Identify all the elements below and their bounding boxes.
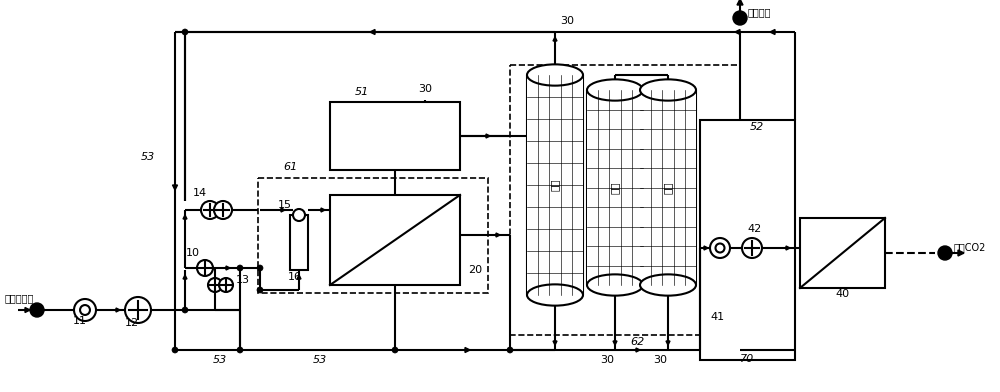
Circle shape — [507, 347, 513, 353]
Text: 30: 30 — [653, 355, 667, 365]
Text: 热脱: 热脱 — [610, 181, 620, 194]
Text: 41: 41 — [710, 312, 724, 322]
Polygon shape — [281, 208, 285, 212]
Text: 10: 10 — [186, 248, 200, 258]
Circle shape — [938, 246, 952, 260]
Polygon shape — [116, 308, 120, 312]
Text: 51: 51 — [355, 87, 369, 97]
Text: 42: 42 — [747, 224, 761, 234]
Bar — [640, 90, 696, 285]
Ellipse shape — [527, 284, 583, 306]
Circle shape — [182, 29, 188, 35]
Polygon shape — [173, 185, 178, 190]
Circle shape — [733, 11, 747, 25]
Circle shape — [182, 307, 188, 313]
Ellipse shape — [527, 64, 583, 85]
Bar — [258, 178, 488, 293]
Polygon shape — [486, 134, 490, 138]
Text: 30: 30 — [418, 84, 432, 94]
Text: 61: 61 — [283, 162, 297, 172]
Polygon shape — [183, 275, 187, 279]
Ellipse shape — [640, 274, 696, 296]
Text: 12: 12 — [125, 318, 139, 328]
Text: 15: 15 — [278, 200, 292, 210]
Text: 52: 52 — [750, 122, 764, 132]
Polygon shape — [735, 29, 740, 34]
Polygon shape — [553, 341, 557, 345]
Polygon shape — [613, 341, 617, 345]
Text: 40: 40 — [835, 289, 849, 299]
Polygon shape — [496, 233, 500, 237]
Text: 吸附: 吸附 — [550, 179, 560, 191]
Polygon shape — [666, 341, 670, 345]
Text: 70: 70 — [740, 354, 754, 364]
Circle shape — [716, 243, 724, 252]
Ellipse shape — [587, 274, 643, 296]
Polygon shape — [25, 307, 30, 312]
Circle shape — [293, 209, 305, 221]
Circle shape — [710, 238, 730, 258]
Polygon shape — [553, 37, 557, 41]
Text: 14: 14 — [193, 188, 207, 198]
Bar — [290, 215, 308, 270]
Text: 62: 62 — [630, 337, 644, 347]
Text: 13: 13 — [236, 275, 250, 285]
Circle shape — [214, 201, 232, 219]
Bar — [587, 90, 643, 285]
Circle shape — [172, 347, 178, 353]
Text: 30: 30 — [600, 355, 614, 365]
Text: 冷脱: 冷脱 — [663, 181, 673, 194]
Circle shape — [219, 278, 233, 292]
Polygon shape — [226, 266, 230, 270]
Circle shape — [257, 287, 263, 293]
Circle shape — [125, 297, 151, 323]
Circle shape — [201, 201, 219, 219]
Circle shape — [392, 347, 398, 353]
Text: 净化排放: 净化排放 — [748, 7, 772, 17]
Circle shape — [208, 278, 222, 292]
Polygon shape — [636, 348, 640, 352]
Bar — [330, 195, 460, 285]
Bar — [330, 102, 460, 170]
Polygon shape — [704, 246, 708, 250]
Text: 30: 30 — [560, 16, 574, 26]
Bar — [800, 218, 885, 288]
Text: 16: 16 — [288, 272, 302, 282]
Circle shape — [74, 299, 96, 321]
Ellipse shape — [587, 79, 643, 101]
Polygon shape — [465, 347, 470, 352]
Bar — [700, 120, 795, 360]
Ellipse shape — [640, 79, 696, 101]
Circle shape — [80, 305, 90, 315]
Circle shape — [237, 347, 243, 353]
Text: 20: 20 — [468, 265, 482, 275]
Circle shape — [742, 238, 762, 258]
Text: 成品CO2: 成品CO2 — [954, 242, 986, 252]
Polygon shape — [297, 275, 301, 279]
Bar — [510, 65, 740, 335]
Polygon shape — [786, 246, 790, 250]
Polygon shape — [958, 250, 964, 256]
Circle shape — [257, 265, 263, 271]
Circle shape — [197, 260, 213, 276]
Text: 11: 11 — [73, 316, 87, 326]
Polygon shape — [770, 29, 775, 34]
Text: 53: 53 — [141, 152, 155, 162]
Bar — [527, 75, 583, 295]
Polygon shape — [321, 208, 325, 212]
Text: 待处理烟气: 待处理烟气 — [5, 293, 34, 303]
Polygon shape — [737, 0, 743, 5]
Polygon shape — [370, 29, 375, 34]
Text: 53: 53 — [313, 355, 327, 365]
Circle shape — [237, 265, 243, 271]
Text: 53: 53 — [213, 355, 227, 365]
Polygon shape — [183, 215, 187, 219]
Circle shape — [30, 303, 44, 317]
